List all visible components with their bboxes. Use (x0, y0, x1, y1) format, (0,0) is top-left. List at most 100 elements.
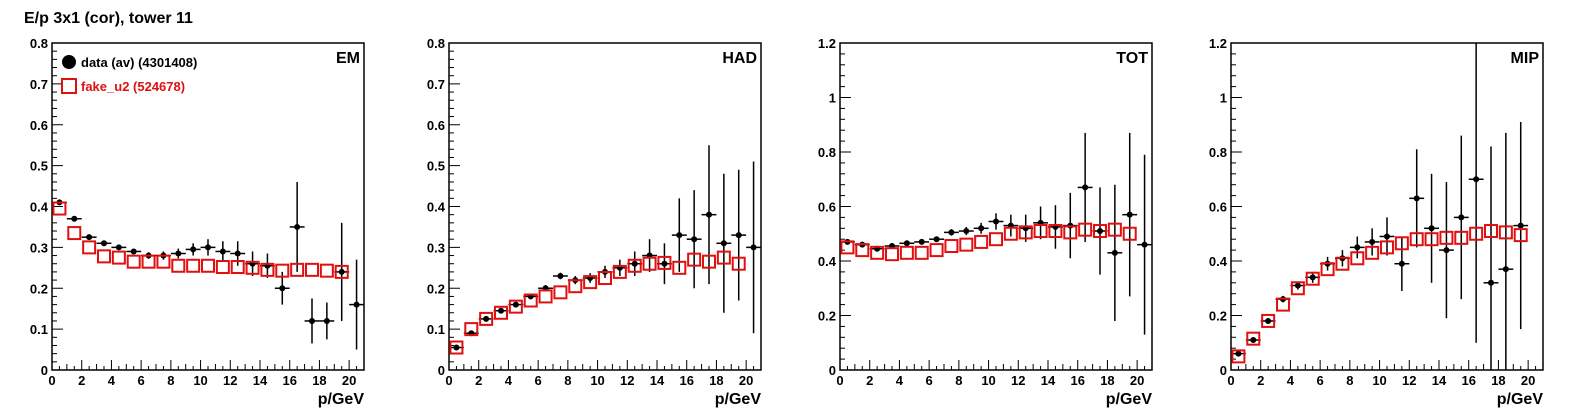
data-point (1309, 274, 1316, 281)
plot-frame (448, 42, 762, 371)
y-tick-label: 0.7 (30, 77, 48, 92)
data-point (1413, 195, 1420, 202)
fake-point (245, 260, 260, 275)
x-tick-label: 20 (1521, 373, 1535, 388)
x-tick-label: 2 (78, 373, 85, 388)
x-tick-label: 14 (650, 373, 665, 388)
data-point (353, 301, 360, 308)
fake-point (1380, 240, 1394, 255)
fake-point (627, 258, 642, 273)
x-tick-label: 8 (167, 373, 174, 388)
y-tick-label: 0.2 (427, 281, 445, 296)
fake-point (885, 247, 899, 262)
x-tick-label: 10 (1372, 373, 1386, 388)
data-point (933, 236, 940, 243)
x-tick-label: 20 (739, 373, 753, 388)
data-point (323, 317, 330, 324)
fake-point (1078, 222, 1093, 237)
x-tick-label: 12 (1011, 373, 1025, 388)
y-tick-label: 0.4 (1209, 254, 1228, 269)
data-point (1473, 176, 1480, 183)
fake-point (52, 201, 67, 216)
fake-point (1063, 225, 1078, 240)
data-point (498, 307, 504, 314)
y-tick-label: 1 (829, 91, 836, 106)
data-point (309, 317, 315, 324)
fake-point (275, 263, 290, 278)
legend-marker-fake (61, 78, 77, 94)
fake-point (494, 305, 508, 320)
x-tick-label: 14 (253, 373, 268, 388)
chart-panel-em: 0 2 4 6 8 10 12 14 16 18 20 0 0.1 0.2 0.3 0.4 0.5 0.6 0.7 0… (30, 36, 365, 408)
y-tick-label: 0.5 (427, 159, 445, 174)
data-point (1384, 233, 1390, 240)
x-tick-label: 14 (1041, 373, 1056, 388)
fake-point (141, 254, 156, 269)
fake-point (1439, 230, 1454, 245)
x-tick-label: 6 (535, 373, 542, 388)
fake-point (1122, 226, 1137, 241)
x-tick-label: 6 (926, 373, 933, 388)
data-point (219, 248, 226, 255)
fake-point (1498, 225, 1513, 240)
data-point (1458, 214, 1465, 221)
fake-point (111, 250, 126, 265)
data-point (676, 232, 683, 239)
fake-point (1048, 224, 1063, 239)
fake-point (731, 256, 746, 271)
data-point (512, 301, 519, 308)
fake-point (914, 245, 929, 260)
x-axis-title: p/GeV (318, 391, 365, 408)
y-tick-label: 0.2 (818, 309, 836, 324)
x-axis-title: p/GeV (1106, 391, 1153, 408)
data-point (750, 244, 757, 251)
fake-point (929, 243, 944, 258)
x-tick-label: 12 (1402, 373, 1416, 388)
fake-point (1305, 271, 1320, 286)
fake-point (716, 250, 731, 265)
fake-point (508, 299, 523, 314)
data-point (691, 236, 698, 243)
fake-point (260, 262, 275, 277)
legend-label-fake: fake_u2 (524678) (81, 79, 185, 94)
fake-point (642, 256, 657, 271)
x-tick-label: 0 (836, 373, 843, 388)
fake-point (1409, 232, 1424, 247)
x-tick-label: 16 (1070, 373, 1084, 388)
fake-point (583, 275, 598, 290)
fake-point (67, 226, 82, 241)
fake-point (553, 285, 568, 300)
data-point (557, 272, 564, 279)
x-tick-label: 20 (1130, 373, 1144, 388)
fake-point (1003, 226, 1018, 241)
chart-panel-mip: 0 2 4 6 8 10 12 14 16 18 20 0 0.2 0.4 0.6 0.8 1 1.2 p/GeV M… (1209, 36, 1544, 408)
x-tick-label: 20 (342, 373, 356, 388)
x-tick-label: 12 (223, 373, 237, 388)
data-point (115, 244, 122, 251)
data-point (1443, 247, 1450, 254)
x-tick-label: 18 (709, 373, 723, 388)
x-tick-label: 8 (955, 373, 962, 388)
data-point (1354, 244, 1361, 251)
y-tick-label: 1.2 (1209, 36, 1227, 51)
x-tick-label: 4 (896, 373, 904, 388)
fake-point (870, 245, 885, 260)
fake-point (305, 262, 319, 277)
fake-point (186, 258, 201, 273)
data-point (294, 223, 301, 230)
y-tick-label: 0.8 (427, 36, 445, 51)
x-tick-label: 10 (981, 373, 995, 388)
x-tick-label: 6 (1317, 373, 1324, 388)
x-tick-label: 18 (1491, 373, 1505, 388)
data-point (1488, 279, 1494, 286)
data-point (903, 240, 910, 247)
x-tick-label: 0 (48, 373, 55, 388)
panel-label: EM (336, 50, 360, 67)
legend-label-data: data (av) (4301408) (81, 55, 197, 70)
data-point (1097, 228, 1103, 235)
y-tick-label: 0.8 (818, 145, 836, 160)
panel-label: MIP (1511, 50, 1540, 67)
data-point (130, 248, 137, 255)
fake-point (1469, 226, 1484, 241)
